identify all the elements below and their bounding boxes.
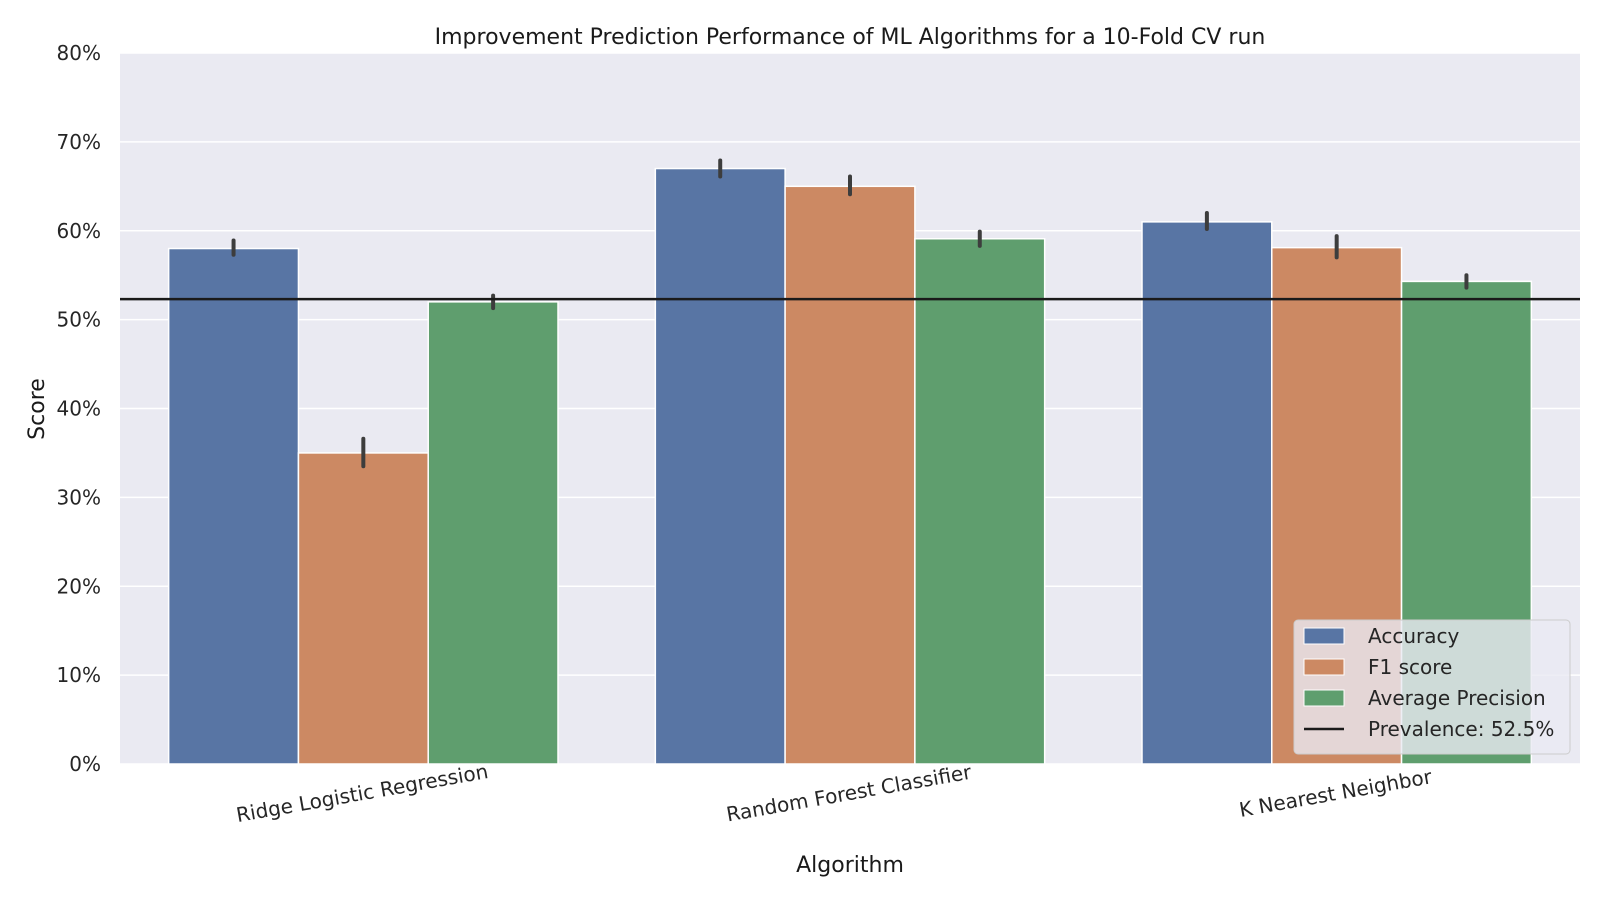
legend-label: F1 score: [1368, 655, 1452, 679]
bar: [1141, 221, 1273, 765]
bars: [167, 167, 1533, 765]
y-tick-label: 70%: [57, 130, 101, 154]
bar: [784, 185, 916, 765]
bar: [297, 452, 429, 765]
y-tick-label: 40%: [57, 397, 101, 421]
legend-swatch: [1303, 658, 1345, 676]
bar: [914, 237, 1046, 765]
legend-label: Accuracy: [1368, 624, 1459, 648]
x-tick-label: K Nearest Neighbor: [1237, 764, 1434, 822]
legend-box: [1293, 619, 1571, 755]
x-axis-title: Algorithm: [796, 853, 904, 878]
y-tick-label: 0%: [69, 752, 101, 776]
x-tick-labels: Ridge Logistic Regression Random Forest C…: [234, 759, 1434, 827]
x-tick-label: Random Forest Classifier: [724, 760, 973, 827]
y-tick-labels: 0% 10% 20% 30% 40% 50% 60% 70% 80%: [57, 41, 101, 776]
bar: [654, 167, 786, 765]
legend-items: Accuracy F1 score Average Precision Prevale…: [1303, 624, 1554, 741]
y-tick-label: 10%: [57, 663, 101, 687]
bar: [167, 247, 300, 765]
y-tick-label: 50%: [57, 308, 101, 332]
y-tick-label: 60%: [57, 219, 101, 243]
legend: Accuracy F1 score Average Precision Prevale…: [1293, 619, 1571, 755]
legend-label: Prevalence: 52.5%: [1368, 717, 1554, 741]
legend-swatch: [1303, 689, 1345, 707]
legend-swatch: [1303, 627, 1345, 645]
y-tick-label: 80%: [57, 41, 101, 65]
y-axis-title: Score: [25, 378, 50, 440]
x-tick-label: Ridge Logistic Regression: [234, 759, 490, 827]
y-tick-label: 20%: [57, 574, 101, 598]
y-tick-label: 30%: [57, 485, 101, 509]
error-bars: [231, 158, 1469, 469]
bar: [427, 301, 559, 765]
legend-label: Average Precision: [1368, 686, 1546, 710]
chart-title: Improvement Prediction Performance of ML…: [435, 25, 1266, 50]
